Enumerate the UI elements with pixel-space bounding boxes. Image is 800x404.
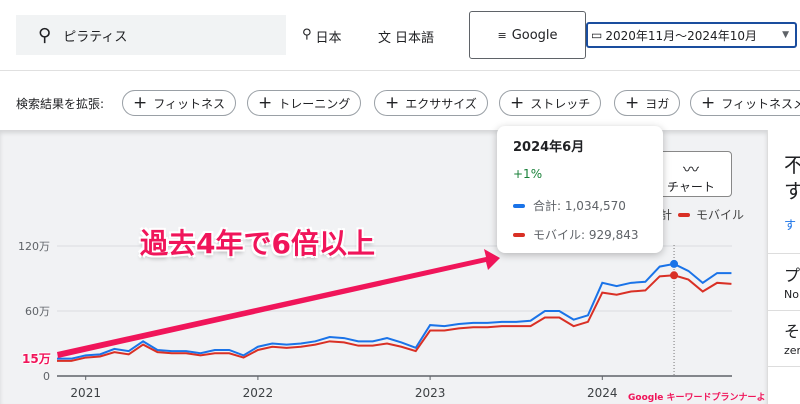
panel-link[interactable]: す [784, 218, 797, 232]
plus-icon: + [385, 93, 400, 113]
total-swatch [513, 203, 525, 208]
search-value: ピラティス [63, 29, 128, 45]
chart-button-label: チャート [667, 180, 715, 194]
annotation-start-value: 15万 [22, 352, 51, 366]
data-point[interactable] [670, 259, 679, 268]
panel-item1-title: プ [784, 266, 800, 285]
network-label: Google [511, 27, 558, 43]
series-line-total [57, 262, 732, 360]
legend-mobile: モバイル [696, 208, 745, 222]
expand-label: 検索結果を拡張: [16, 97, 105, 111]
expand-chip[interactable]: + ヨガ [614, 90, 681, 116]
divider [0, 70, 800, 71]
date-range-label: 2020年11月〜2024年10月 [605, 28, 757, 43]
data-point[interactable] [670, 271, 679, 280]
growth-arrow [57, 249, 500, 358]
x-tick-label: 2021 [70, 386, 101, 400]
chip-label: フィットネス [153, 96, 226, 111]
panel-title-line2: す [784, 178, 800, 204]
plus-icon: + [133, 93, 148, 113]
series-line-mobile [57, 274, 732, 362]
plus-icon: + [701, 93, 716, 113]
panel-item1-value: No [784, 288, 799, 301]
date-range-selector[interactable]: ▭ 2020年11月〜2024年10月 ▼ [586, 22, 797, 48]
panel-item2-title: そ [784, 322, 800, 341]
dropdown-arrow-icon: ▼ [782, 30, 789, 40]
trend-chart: 0 60万 120万 2021 2022 2023 2024 [18, 240, 732, 400]
tooltip-month: 2024年6月 [513, 140, 585, 155]
expand-chip[interactable]: + エクササイズ [374, 90, 488, 116]
panel-title-line1: 不 [784, 152, 800, 178]
chip-label: エクササイズ [405, 96, 477, 111]
network-selector[interactable]: ≡ Google [469, 11, 586, 59]
location-pin-icon: ⚲ [302, 27, 312, 42]
location-label: 日本 [315, 31, 342, 46]
plus-icon: + [258, 93, 273, 113]
language-label: 日本語 [395, 31, 435, 46]
chip-label: フィットネスメ [721, 96, 800, 111]
panel-item2-value: zer [784, 344, 800, 357]
translate-icon: 文 [378, 31, 392, 46]
keyword-search-field[interactable]: ⚲ ピラティス [16, 15, 286, 55]
annotation-headline: 過去4年で6倍以上 [140, 227, 375, 260]
source-credit: Google キーワードプランナーより [628, 393, 775, 403]
chip-label: ヨガ [645, 96, 670, 111]
tooltip-mobile: モバイル: 929,843 [533, 228, 639, 242]
chip-label: トレーニング [278, 96, 351, 111]
plus-icon: + [625, 93, 640, 113]
expand-chip[interactable]: + フィットネスメ [690, 90, 800, 116]
language-selector[interactable]: 文日本語 [378, 27, 434, 46]
expand-chip[interactable]: + ストレッチ [499, 90, 602, 116]
x-tick-label: 2024 [587, 386, 618, 400]
chart-tooltip: 2024年6月 +1% 合計: 1,034,570 モバイル: 929,843 [497, 126, 663, 253]
plus-icon: + [510, 93, 525, 113]
x-tick-label: 2022 [243, 386, 274, 400]
expand-chip[interactable]: + フィットネス [122, 90, 237, 116]
search-network-icon: ≡ [497, 28, 507, 42]
tooltip-change: +1% [513, 167, 543, 181]
chip-label: ストレッチ [530, 96, 591, 111]
location-selector[interactable]: ⚲ 日本 [302, 27, 342, 46]
y-tick-label: 60万 [25, 305, 50, 318]
x-tick-label: 2023 [415, 386, 446, 400]
search-icon: ⚲ [38, 24, 52, 46]
legend-total: 計 [660, 208, 673, 222]
calendar-icon: ▭ [591, 28, 603, 42]
legend-mobile-swatch [678, 212, 691, 217]
y-tick-label: 120万 [18, 240, 50, 253]
mobile-swatch [513, 232, 525, 237]
chart-legend: 計 モバイル [660, 206, 744, 223]
line-chart-icon: 〰 [683, 160, 700, 179]
tooltip-total: 合計: 1,034,570 [533, 199, 626, 213]
right-panel: 不す す プ No そ zer [767, 130, 800, 404]
expand-chip[interactable]: + トレーニング [247, 90, 362, 116]
y-tick-label: 0 [43, 370, 50, 383]
